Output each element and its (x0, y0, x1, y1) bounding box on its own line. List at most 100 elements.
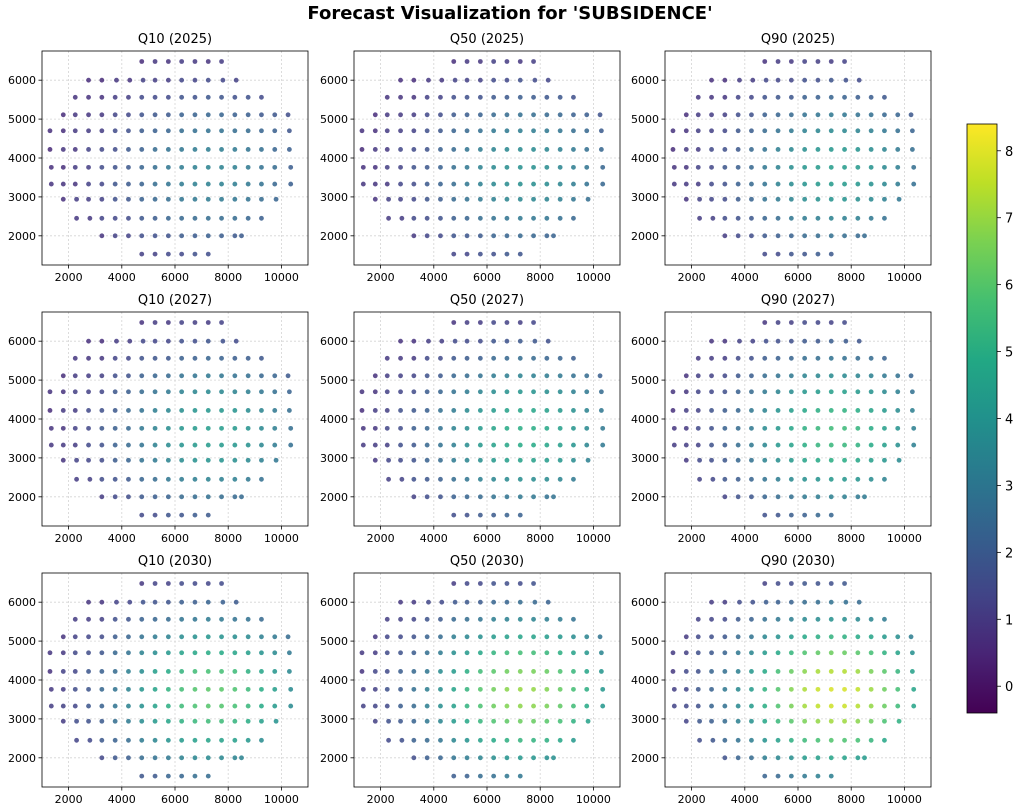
scatter-point (571, 94, 576, 100)
scatter-point (288, 425, 294, 431)
scatter-point (112, 373, 118, 379)
scatter-point (695, 147, 701, 152)
x-tick-label: 6000 (161, 793, 189, 806)
scatter-point (671, 164, 677, 170)
scatter-point (139, 755, 145, 761)
scatter-point (273, 457, 279, 463)
scatter-point (788, 196, 794, 202)
scatter-point (152, 59, 158, 64)
scatter-point (722, 196, 728, 202)
scatter-point (557, 112, 563, 118)
scatter-point (451, 616, 457, 622)
scatter-point (517, 373, 523, 379)
scatter-point (762, 196, 768, 202)
scatter-point (451, 512, 457, 518)
scatter-point (722, 669, 728, 674)
scatter-point (219, 476, 224, 482)
scatter-point (72, 164, 78, 170)
scatter-point (179, 581, 185, 586)
scatter-point (491, 164, 497, 170)
scatter-point (868, 650, 874, 656)
scatter-point (372, 408, 378, 413)
scatter-point (709, 703, 714, 709)
scatter-point (862, 494, 867, 500)
scatter-point (802, 442, 808, 448)
scatter-point (99, 215, 105, 221)
colorbar-tick-label: 8 (1005, 145, 1013, 160)
scatter-point (288, 442, 294, 448)
scatter-point (585, 718, 591, 724)
scatter-point (152, 442, 158, 448)
scatter-point (504, 773, 510, 779)
scatter-point (557, 408, 563, 413)
scatter-point (411, 77, 417, 83)
scatter-point (424, 408, 430, 413)
scatter-point (140, 338, 146, 344)
scatter-point (709, 373, 714, 379)
panel-q10-2027: 2000 4000 6000 8000 100002000300040005000600… (8, 293, 309, 545)
y-tick-label: 6000 (8, 596, 36, 609)
scatter-point (48, 181, 54, 187)
subplot-title: Q50 (2025) (450, 32, 524, 47)
scatter-point (491, 320, 497, 325)
scatter-point (192, 737, 198, 743)
scatter-point (99, 338, 105, 344)
scatter-point (219, 581, 224, 586)
scatter-point (192, 616, 198, 622)
scatter-point (192, 128, 198, 134)
y-tick-label: 2000 (8, 491, 36, 504)
scatter-point (551, 233, 556, 239)
scatter-point (584, 442, 590, 448)
scatter-point (286, 669, 292, 674)
scatter-point (112, 389, 118, 395)
scatter-point (126, 686, 131, 692)
scatter-point (709, 686, 714, 692)
scatter-point (372, 442, 378, 448)
scatter-point (139, 147, 145, 152)
scatter-point (775, 389, 781, 395)
scatter-point (114, 599, 119, 605)
scatter-point (99, 755, 105, 761)
scatter-point (398, 634, 403, 640)
scatter-point (126, 181, 131, 187)
scatter-point (259, 669, 264, 674)
scatter-point (788, 476, 794, 482)
scatter-point (504, 94, 510, 100)
scatter-point (517, 773, 523, 779)
scatter-point (152, 233, 158, 239)
scatter-point (802, 147, 808, 152)
scatter-point (517, 737, 523, 743)
scatter-point (179, 425, 185, 431)
scatter-point (504, 77, 510, 83)
scatter-point (584, 147, 590, 152)
scatter-point (411, 408, 417, 413)
scatter-point (384, 669, 390, 674)
scatter-point (855, 634, 861, 640)
scatter-point (205, 703, 211, 709)
scatter-point (598, 408, 604, 413)
scatter-point (544, 650, 550, 656)
scatter-point (60, 408, 66, 413)
scatter-point (165, 599, 171, 605)
scatter-point (192, 408, 198, 413)
scatter-point (749, 389, 754, 395)
scatter-point (722, 476, 728, 482)
scatter-point (152, 737, 158, 743)
scatter-point (451, 703, 457, 709)
scatter-point (426, 77, 431, 83)
scatter-point (828, 494, 834, 500)
scatter-point (126, 215, 131, 221)
scatter-point (491, 355, 497, 361)
scatter-point (557, 634, 563, 640)
scatter-point (438, 616, 443, 622)
scatter-point (828, 389, 834, 395)
scatter-point (802, 59, 808, 64)
scatter-point (815, 425, 821, 431)
scatter-point (48, 425, 54, 431)
scatter-point (139, 686, 145, 692)
scatter-point (272, 703, 278, 709)
scatter-point (802, 112, 808, 118)
scatter-point (86, 112, 91, 118)
scatter-point (722, 408, 728, 413)
scatter-point (709, 112, 714, 118)
